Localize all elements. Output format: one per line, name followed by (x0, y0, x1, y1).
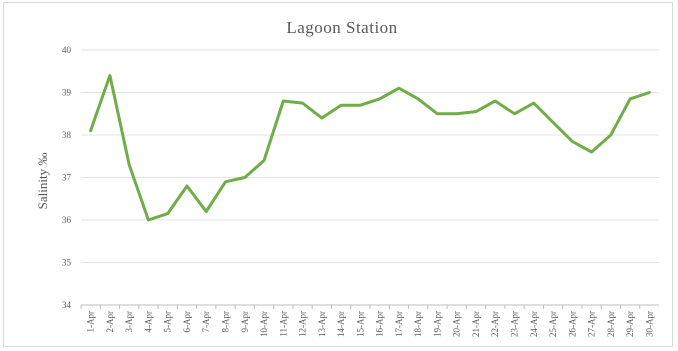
x-tick-label: 24-Apr (529, 311, 539, 337)
line-chart: Lagoon Station Salinity ‰ 34 35 36 37 38 39 40… (35, 18, 659, 337)
y-tick-label: 38 (62, 130, 72, 140)
series-line (89, 74, 651, 222)
chart-title: Lagoon Station (286, 18, 397, 37)
x-tick-label: 16-Apr (375, 311, 385, 337)
x-tick-label: 19-Apr (432, 311, 442, 337)
x-tick-label: 20-Apr (452, 311, 462, 337)
x-tick-label: 29-Apr (625, 311, 635, 337)
x-tick-label: 15-Apr (355, 311, 365, 337)
x-tick-label: 14-Apr (336, 311, 346, 337)
x-tick-label: 26-Apr (567, 311, 577, 337)
x-tick-label: 22-Apr (490, 311, 500, 337)
x-tick-label: 13-Apr (317, 311, 327, 337)
y-tick-label: 35 (62, 258, 72, 268)
y-tick-label: 40 (62, 45, 72, 55)
y-tick-label: 37 (62, 173, 72, 183)
x-tick-label: 6-Apr (182, 311, 192, 333)
x-tick-label: 27-Apr (587, 311, 597, 337)
y-tick-label: 34 (62, 300, 72, 310)
y-tick-labels: 34 35 36 37 38 39 40 (62, 45, 72, 310)
x-tick-label: 23-Apr (510, 311, 520, 337)
x-tick-label: 25-Apr (548, 311, 558, 337)
gridlines (81, 49, 659, 306)
x-tick-label: 8-Apr (221, 311, 231, 333)
x-tick-label: 17-Apr (394, 311, 404, 337)
x-tick-label: 1-Apr (86, 311, 96, 333)
y-tick-label: 36 (62, 215, 72, 225)
x-tick-label: 21-Apr (471, 311, 481, 337)
y-axis-label: Salinity ‰ (35, 153, 50, 210)
x-tick-label: 10-Apr (259, 311, 269, 337)
x-tick-labels: 1-Apr 2-Apr 3-Apr 4-Apr 5-Apr 6-Apr 7-Apr 8-Apr… (80, 305, 654, 337)
x-tick-label: 11-Apr (278, 311, 288, 337)
x-tick-label: 3-Apr (124, 311, 134, 333)
x-tick-label: 18-Apr (413, 311, 423, 337)
y-tick-label: 39 (62, 88, 72, 98)
x-tick-label: 2-Apr (105, 311, 115, 333)
x-tick-label: 4-Apr (143, 311, 153, 333)
series-layer (89, 74, 651, 222)
x-tick-label: 12-Apr (298, 311, 308, 337)
x-tick-label: 5-Apr (163, 311, 173, 333)
x-tick-label: 9-Apr (240, 311, 250, 333)
x-tick-label: 30-Apr (644, 311, 654, 337)
chart-container: Lagoon Station Salinity ‰ 34 35 36 37 38 39 40… (3, 2, 673, 347)
x-tick-label: 7-Apr (201, 311, 211, 333)
x-tick-label: 28-Apr (606, 311, 616, 337)
